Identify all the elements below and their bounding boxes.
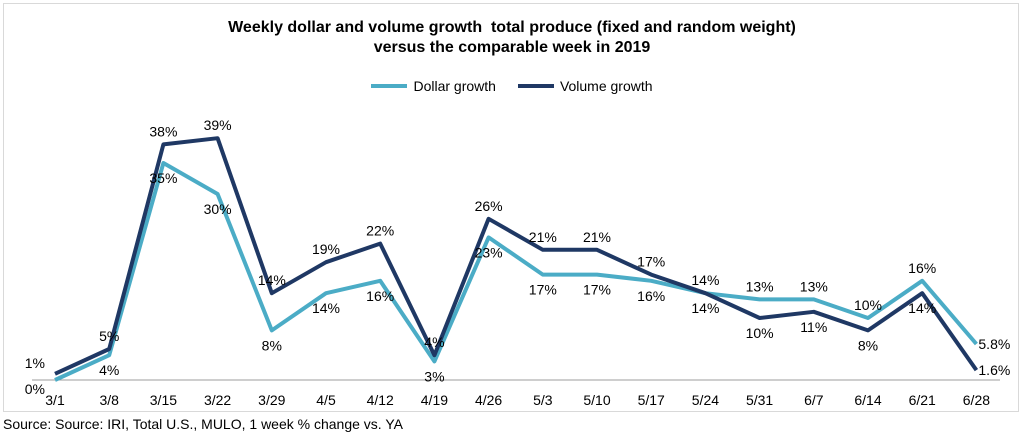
volume-growth-data-label: 19% bbox=[312, 241, 340, 257]
dollar-growth-data-label: 16% bbox=[366, 288, 394, 304]
dollar-growth-data-label: 16% bbox=[908, 260, 936, 276]
x-tick-label: 4/5 bbox=[316, 392, 336, 408]
dollar-growth-data-label: 5.8% bbox=[978, 336, 1010, 352]
dollar-growth-data-label: 10% bbox=[854, 297, 882, 313]
dollar-growth-data-label: 0% bbox=[25, 381, 45, 397]
dollar-growth-line bbox=[54, 161, 978, 382]
dollar-growth-data-label: 13% bbox=[800, 278, 828, 294]
volume-growth-data-label: 39% bbox=[204, 117, 232, 133]
volume-growth-data-label: 38% bbox=[149, 123, 177, 139]
legend-item-volume: Volume growth bbox=[517, 78, 653, 94]
x-tick-label: 3/29 bbox=[258, 392, 285, 408]
x-tick-label: 3/8 bbox=[99, 392, 119, 408]
volume-growth-data-label: 4% bbox=[424, 334, 444, 350]
x-tick-label: 6/14 bbox=[854, 392, 881, 408]
x-tick-label: 4/26 bbox=[475, 392, 502, 408]
x-tick-label: 6/7 bbox=[804, 392, 824, 408]
x-tick-label: 3/22 bbox=[204, 392, 231, 408]
dollar-growth-data-label: 23% bbox=[475, 244, 503, 260]
volume-growth-data-label: 14% bbox=[691, 272, 719, 288]
x-tick-label: 5/3 bbox=[533, 392, 553, 408]
source-note: Source: Source: IRI, Total U.S., MULO, 1… bbox=[3, 416, 403, 432]
dollar-growth-data-label: 17% bbox=[529, 282, 557, 298]
legend-label-volume: Volume growth bbox=[559, 78, 653, 94]
volume-growth-data-label: 22% bbox=[366, 223, 394, 239]
dollar-growth-data-label: 14% bbox=[691, 300, 719, 316]
volume-growth-data-label: 10% bbox=[746, 325, 774, 341]
x-tick-label: 3/15 bbox=[150, 392, 177, 408]
volume-growth-data-label: 1% bbox=[25, 355, 45, 371]
dollar-growth-data-label: 4% bbox=[99, 362, 119, 378]
chart-legend: Dollar growth Volume growth bbox=[0, 78, 1024, 94]
volume-growth-data-label: 17% bbox=[637, 254, 665, 270]
x-tick-label: 6/28 bbox=[963, 392, 990, 408]
dollar-growth-data-label: 13% bbox=[746, 278, 774, 294]
legend-swatch-volume bbox=[517, 84, 554, 88]
volume-growth-data-label: 21% bbox=[583, 229, 611, 245]
x-tick-label: 4/19 bbox=[421, 392, 448, 408]
dollar-growth-data-label: 17% bbox=[583, 282, 611, 298]
dollar-growth-data-label: 14% bbox=[312, 300, 340, 316]
legend-swatch-dollar bbox=[371, 84, 408, 88]
x-tick-label: 6/21 bbox=[909, 392, 936, 408]
dollar-growth-data-label: 3% bbox=[424, 368, 444, 384]
volume-growth-data-label: 5% bbox=[99, 328, 119, 344]
x-tick-label: 5/10 bbox=[583, 392, 610, 408]
x-tick-label: 4/12 bbox=[367, 392, 394, 408]
volume-growth-data-label: 26% bbox=[475, 198, 503, 214]
volume-growth-data-label: 21% bbox=[529, 229, 557, 245]
dollar-growth-data-label: 16% bbox=[637, 288, 665, 304]
volume-growth-data-label: 8% bbox=[858, 337, 878, 353]
legend-label-dollar: Dollar growth bbox=[413, 78, 496, 94]
volume-growth-data-label: 14% bbox=[908, 300, 936, 316]
volume-growth-line bbox=[54, 136, 979, 376]
volume-growth-data-label: 11% bbox=[800, 319, 827, 335]
x-tick-label: 5/24 bbox=[692, 392, 719, 408]
dollar-growth-data-label: 35% bbox=[149, 170, 177, 186]
chart-title-line-1: Weekly dollar and volume growth total pr… bbox=[228, 19, 796, 36]
legend-item-dollar: Dollar growth bbox=[371, 78, 496, 94]
dollar-growth-data-label: 30% bbox=[204, 201, 232, 217]
chart-frame bbox=[3, 3, 1019, 412]
volume-growth-data-label: 14% bbox=[258, 272, 286, 288]
chart-title: Weekly dollar and volume growth total pr… bbox=[0, 18, 1024, 58]
dollar-growth-data-label: 8% bbox=[262, 337, 282, 353]
volume-growth-data-label: 1.6% bbox=[978, 362, 1010, 378]
x-tick-label: 3/1 bbox=[45, 392, 65, 408]
chart-title-line-2: versus the comparable week in 2019 bbox=[373, 39, 651, 56]
x-tick-label: 5/31 bbox=[746, 392, 773, 408]
x-tick-label: 5/17 bbox=[638, 392, 665, 408]
